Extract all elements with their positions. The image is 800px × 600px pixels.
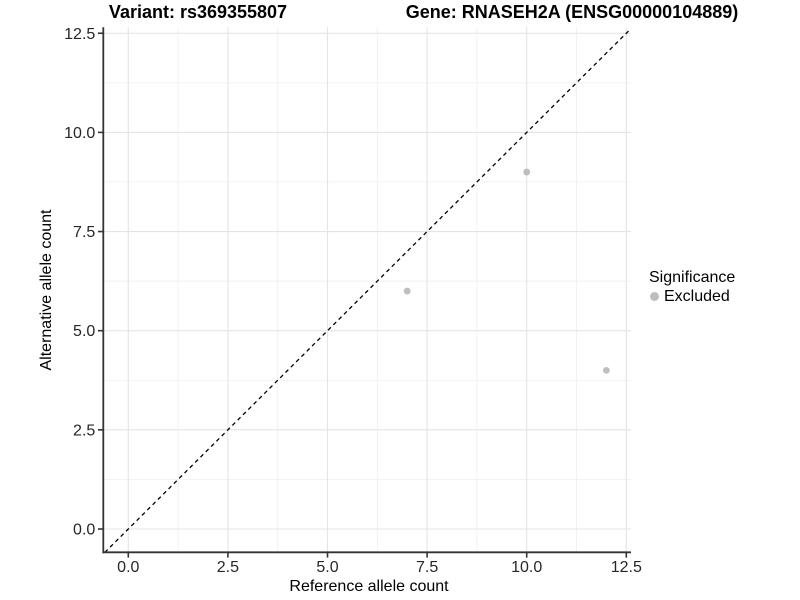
- x-tick-label: 10.0: [511, 559, 542, 576]
- gene-title: Gene: RNASEH2A (ENSG00000104889): [405, 2, 739, 22]
- x-tick-label: 5.0: [316, 559, 338, 576]
- legend: Significance Excluded: [649, 269, 735, 305]
- scatter-point: [403, 287, 411, 295]
- y-tick-label: 0.0: [73, 522, 95, 539]
- y-tick-label: 2.5: [73, 422, 95, 439]
- y-axis-title: Alternative allele count: [38, 209, 55, 371]
- y-tick-label: 12.5: [64, 26, 95, 43]
- scatter-point: [523, 168, 531, 176]
- tick-marks: [98, 32, 628, 558]
- legend-item: Excluded: [649, 288, 735, 305]
- legend-key-dot-icon: [650, 292, 659, 301]
- legend-item-label: Excluded: [664, 288, 730, 305]
- major-gridlines: [103, 27, 631, 553]
- y-tick-label: 5.0: [73, 323, 95, 340]
- y-tick-label: 7.5: [73, 224, 95, 241]
- y-tick-label: 10.0: [64, 125, 95, 142]
- y-tick-labels: 0.0 2.5 5.0 7.5 10.0 12.5: [64, 26, 95, 539]
- x-tick-label: 0.0: [117, 559, 139, 576]
- scatter-point: [602, 366, 610, 374]
- legend-title: Significance: [649, 269, 736, 286]
- legend-items: Excluded: [649, 288, 735, 305]
- minor-gridlines: [103, 27, 631, 553]
- variant-title: Variant: rs369355807: [108, 2, 288, 22]
- identity-line: [104, 28, 632, 553]
- identity-dashed-line: [104, 28, 632, 553]
- data-points: [403, 168, 610, 374]
- x-tick-label: 12.5: [611, 559, 642, 576]
- x-axis-title: Reference allele count: [289, 578, 449, 595]
- x-tick-labels: 0.0 2.5 5.0 7.5 10.0 12.5: [117, 559, 642, 576]
- axis-lines: [102, 27, 631, 554]
- x-tick-label: 2.5: [217, 559, 239, 576]
- x-tick-label: 7.5: [416, 559, 438, 576]
